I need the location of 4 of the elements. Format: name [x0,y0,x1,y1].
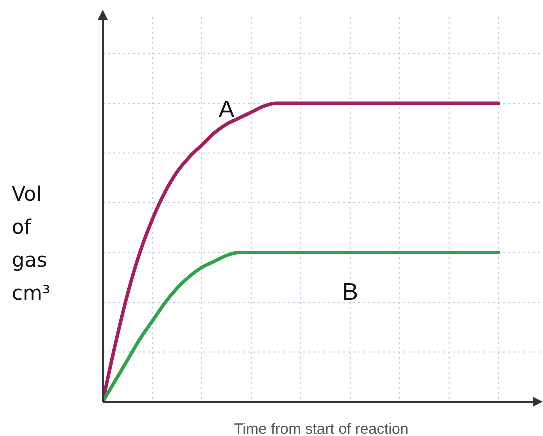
x-axis-title: Time from start of reaction [234,421,409,436]
y-axis-title: Vol of gas cm³ [12,181,50,307]
series-label: A [218,96,235,124]
series-label: B [342,278,358,306]
